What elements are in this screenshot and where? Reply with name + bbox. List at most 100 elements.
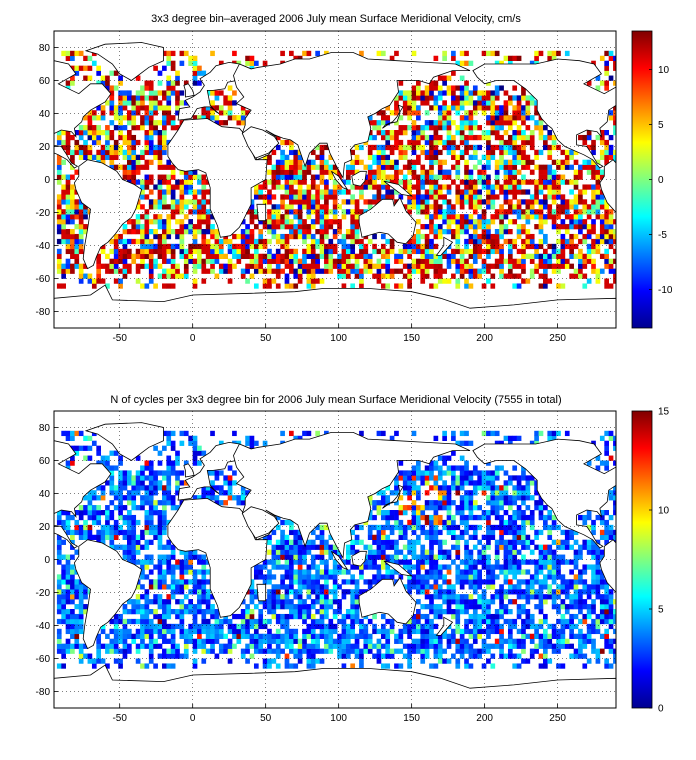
heatmap-cell (424, 653, 430, 659)
heatmap-cell (61, 50, 66, 57)
heatmap-cell (556, 204, 561, 210)
heatmap-cell (613, 60, 616, 66)
heatmap-cell (578, 579, 583, 585)
heatmap-cell (166, 283, 172, 289)
heatmap-cell (197, 554, 202, 560)
heatmap-cell (586, 224, 592, 230)
heatmap-cell (148, 80, 154, 86)
heatmap-cell (135, 559, 141, 565)
heatmap-cell (354, 613, 360, 620)
heatmap-cell (118, 238, 123, 245)
heatmap-cell (297, 55, 303, 61)
heatmap-cell (78, 534, 84, 540)
heatmap-cell (249, 258, 255, 264)
heatmap-cell (284, 184, 290, 190)
heatmap-cell (534, 243, 539, 250)
heatmap-cell (293, 194, 299, 200)
heatmap-cell (490, 248, 496, 255)
heatmap-cell (197, 633, 202, 639)
heatmap-cell (569, 584, 574, 590)
heatmap-cell (175, 579, 180, 585)
heatmap-cell (262, 238, 268, 245)
heatmap-cell (83, 263, 88, 269)
heatmap-cell (499, 623, 504, 630)
heatmap-cell (595, 653, 601, 659)
heatmap-cell (468, 189, 474, 195)
heatmap-cell (289, 574, 294, 580)
heatmap-cell (131, 524, 137, 531)
heatmap-cell (350, 184, 356, 190)
heatmap-cell (131, 638, 137, 644)
heatmap-cell (332, 258, 338, 264)
heatmap-cell (481, 154, 487, 160)
heatmap-cell (411, 199, 417, 205)
heatmap-cell (499, 613, 504, 620)
heatmap-cell (451, 248, 456, 255)
heatmap-cell (411, 144, 417, 151)
heatmap-cell (499, 633, 504, 639)
heatmap-cell (486, 100, 491, 106)
heatmap-cell (459, 139, 465, 146)
heatmap-cell (153, 529, 158, 536)
heatmap-cell (157, 594, 163, 600)
heatmap-cell (126, 539, 132, 545)
heatmap-cell (591, 544, 596, 550)
heatmap-cell (319, 179, 325, 185)
heatmap-cell (516, 233, 522, 240)
heatmap-cell (240, 613, 246, 620)
heatmap-cell (472, 599, 478, 605)
heatmap-cell (162, 149, 167, 156)
heatmap-cell (297, 154, 303, 160)
heatmap-cell (398, 115, 404, 121)
heatmap-cell (83, 209, 88, 215)
heatmap-cell (599, 633, 605, 639)
heatmap-cell (490, 105, 496, 111)
heatmap-cell (140, 204, 145, 210)
heatmap-cell (529, 613, 535, 620)
heatmap-cell (61, 599, 66, 605)
heatmap-cell (420, 653, 426, 659)
heatmap-cell (201, 199, 207, 205)
heatmap-cell (306, 539, 312, 545)
heatmap-cell (306, 658, 312, 664)
heatmap-cell (442, 579, 447, 585)
heatmap-cell (166, 594, 172, 600)
heatmap-cell (490, 574, 496, 580)
x-tick-label: -50 (112, 333, 127, 344)
heatmap-cell (350, 248, 356, 255)
heatmap-cell (289, 164, 294, 170)
heatmap-cell (521, 229, 526, 235)
heatmap-cell (599, 80, 605, 86)
heatmap-cell (262, 604, 268, 610)
heatmap-cell (468, 238, 474, 245)
heatmap-cell (324, 584, 329, 590)
heatmap-cell (284, 628, 290, 635)
heatmap-cell (516, 149, 522, 156)
heatmap-cell (468, 174, 474, 180)
heatmap-cell (420, 169, 426, 175)
heatmap-cell (446, 554, 452, 560)
heatmap-cell (604, 663, 609, 669)
heatmap-cell (429, 554, 434, 560)
heatmap-cell (416, 105, 421, 111)
heatmap-cell (367, 564, 373, 570)
heatmap-cell (556, 628, 561, 635)
heatmap-cell (363, 243, 369, 250)
heatmap-cell (337, 599, 342, 605)
heatmap-cell (205, 199, 211, 205)
heatmap-cell (96, 154, 102, 160)
heatmap-cell (503, 569, 509, 575)
heatmap-cell (560, 219, 566, 225)
heatmap-cell (604, 589, 609, 595)
heatmap-cell (166, 229, 172, 235)
heatmap-cell (543, 179, 548, 185)
heatmap-cell (258, 643, 264, 649)
heatmap-cell (490, 564, 496, 570)
heatmap-cell (582, 159, 588, 165)
heatmap-cell (407, 189, 412, 195)
heatmap-cell (494, 179, 500, 185)
heatmap-cell (525, 633, 531, 639)
heatmap-cell (411, 110, 417, 116)
heatmap-cell (153, 125, 158, 131)
heatmap-cell (105, 154, 110, 160)
